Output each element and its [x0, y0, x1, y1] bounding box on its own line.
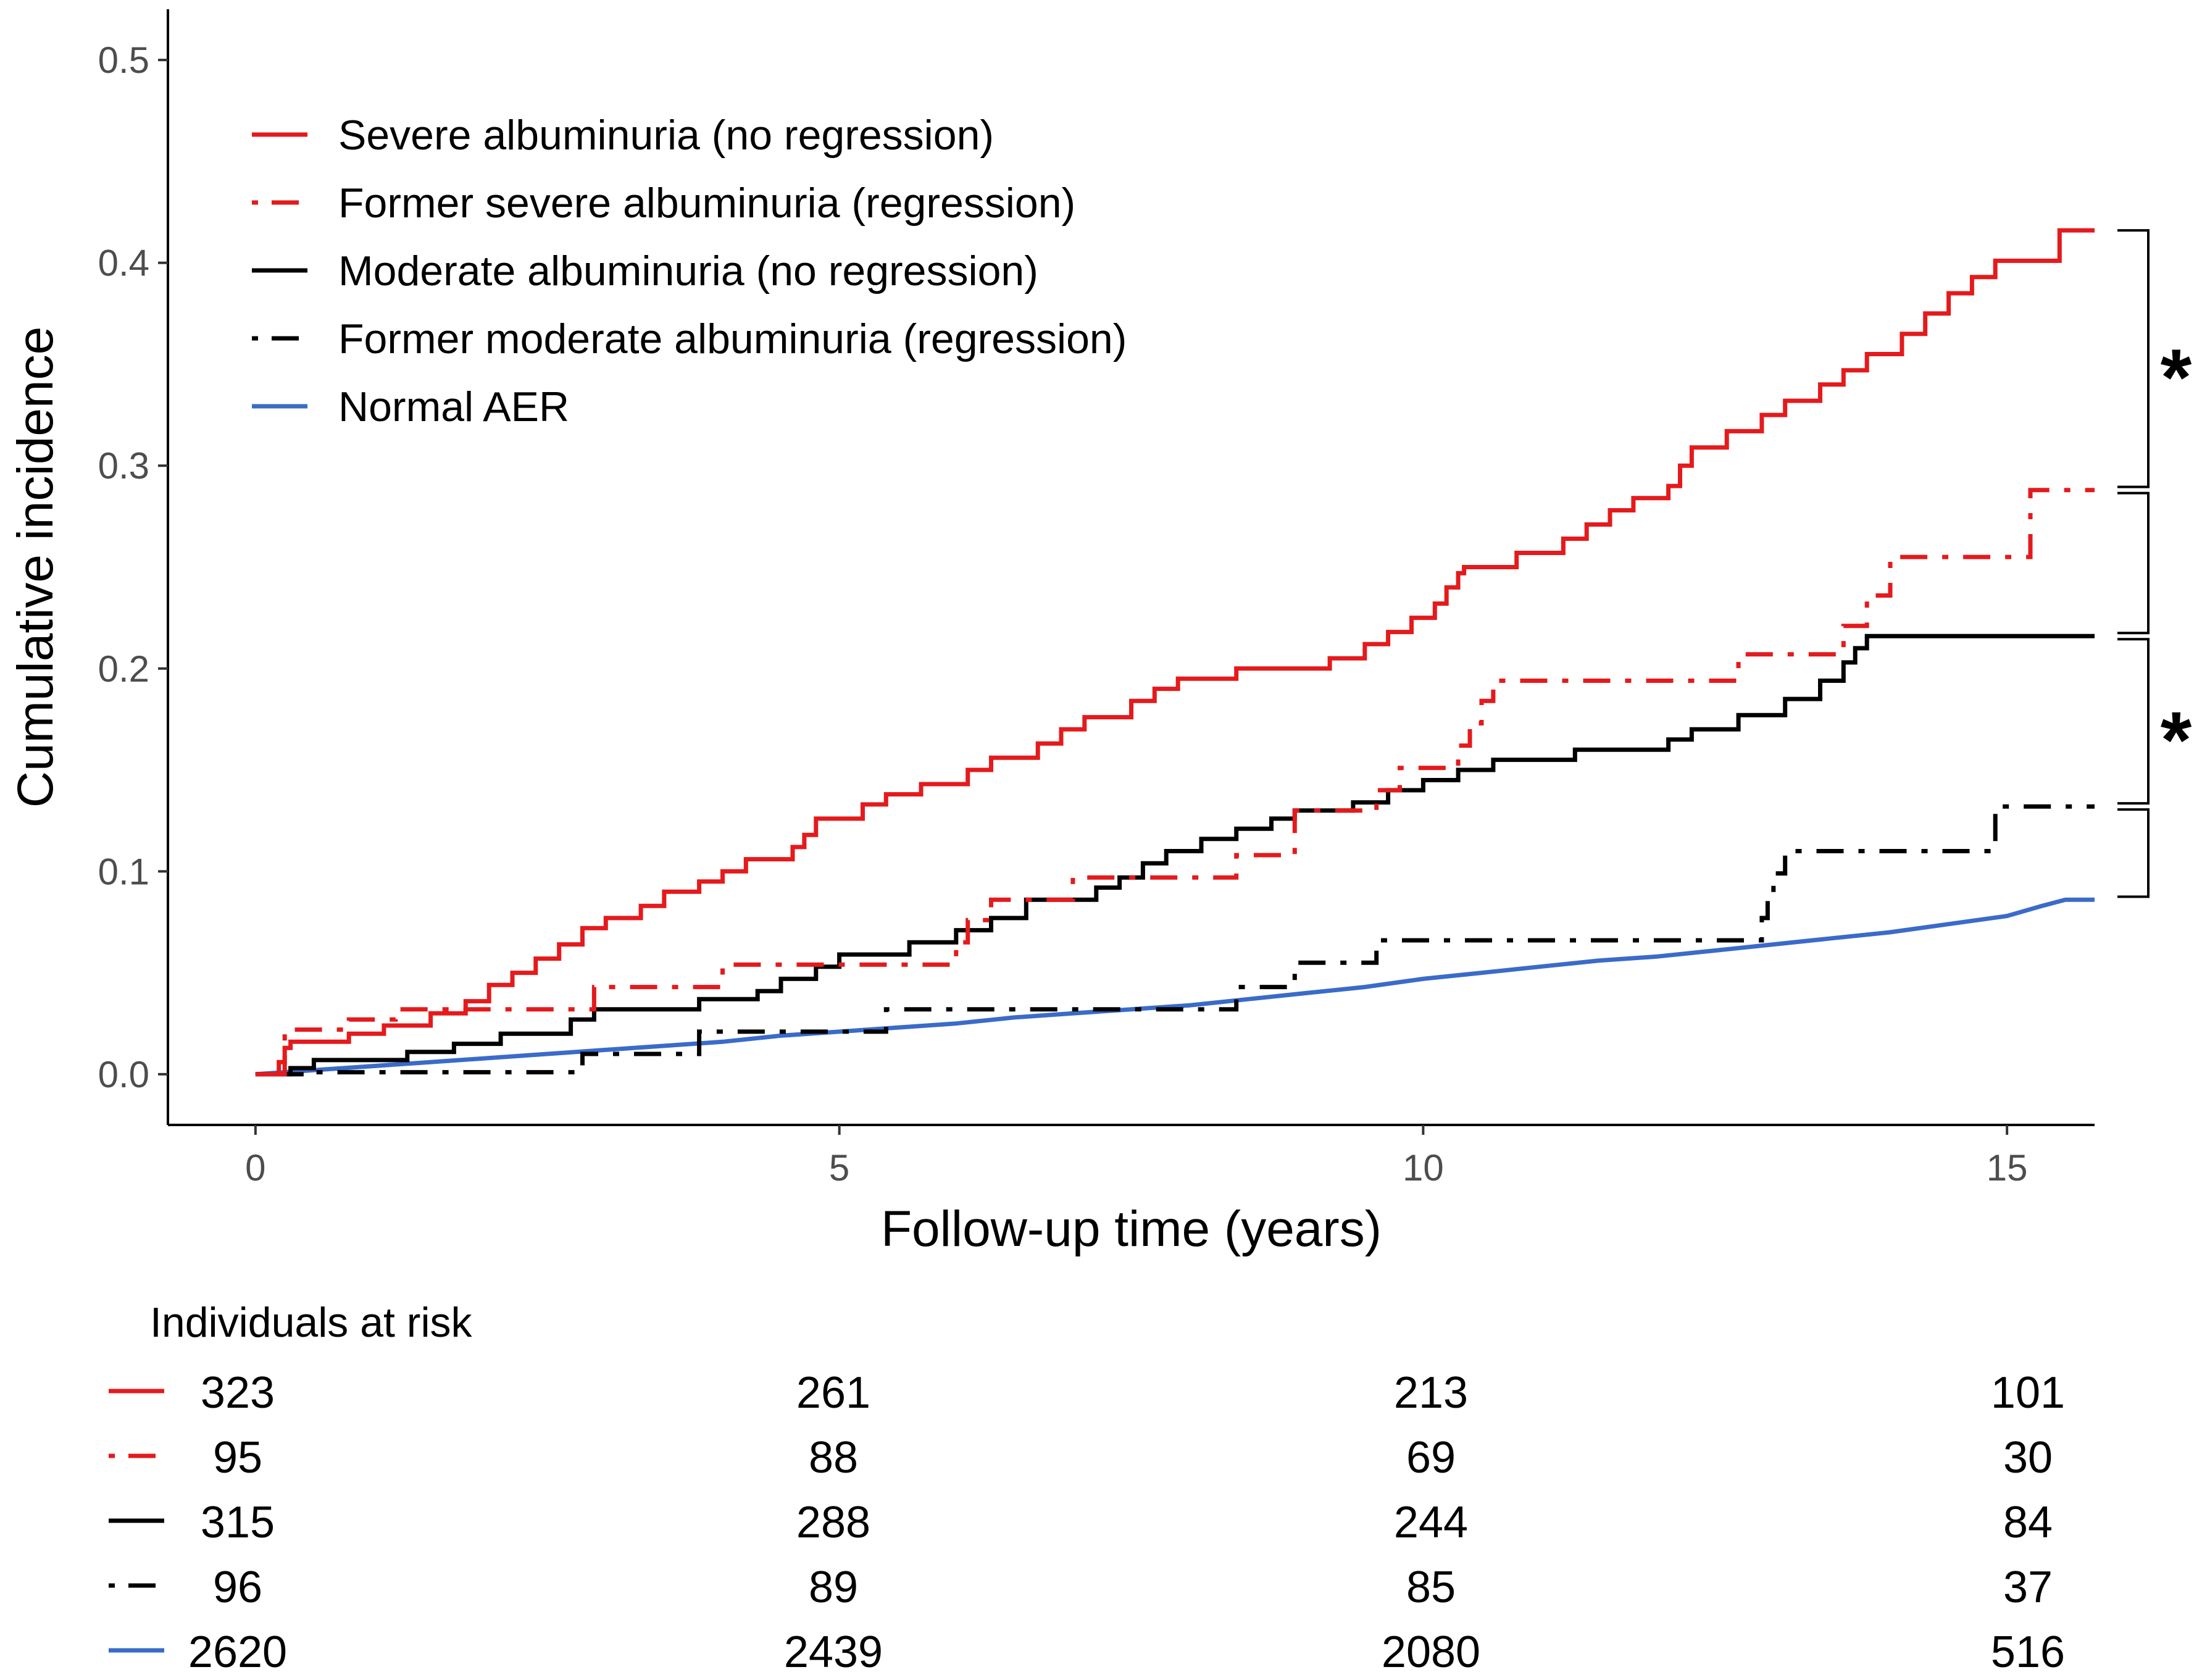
- risk-count: 69: [1406, 1433, 1456, 1482]
- series-line-0: [255, 228, 2095, 1077]
- x-tick-label: 10: [1403, 1147, 1444, 1189]
- legend: Severe albuminuria (no regression) Former…: [252, 112, 1127, 430]
- series-group: [255, 228, 2095, 1077]
- risk-count: 96: [213, 1563, 262, 1612]
- series-line-4: [255, 897, 2095, 1077]
- bracket: [2117, 491, 2150, 635]
- significance-star: *: [2161, 332, 2192, 422]
- legend-label: Former severe albuminuria (regression): [338, 180, 1075, 227]
- axes: 0.0 0.1 0.2 0.3 0.4 0.5 0 5 10 15 Follow-up time (…: [7, 9, 2095, 1257]
- significance-star: *: [2161, 695, 2192, 785]
- y-tick-label: 0.1: [98, 851, 149, 892]
- risk-count: 30: [2003, 1433, 2053, 1482]
- risk-count: 88: [809, 1433, 858, 1482]
- risk-count: 89: [809, 1563, 858, 1612]
- x-tick-label: 5: [829, 1147, 849, 1189]
- x-axis-title: Follow-up time (years): [881, 1201, 1382, 1257]
- series-line-2: [255, 633, 2095, 1077]
- risk-count: 315: [201, 1498, 275, 1547]
- risk-count: 213: [1394, 1368, 1468, 1418]
- legend-label: Moderate albuminuria (no regression): [338, 248, 1038, 295]
- series-line-1: [255, 488, 2095, 1077]
- significance-brackets: **: [2117, 229, 2192, 898]
- risk-count: 37: [2003, 1563, 2053, 1612]
- bracket: [2117, 808, 2150, 898]
- risk-table-title: Individuals at risk: [150, 1299, 473, 1346]
- bracket: [2117, 229, 2150, 488]
- y-tick-label: 0.3: [98, 445, 149, 487]
- risk-count: 516: [1991, 1628, 2065, 1677]
- y-tick-label: 0.5: [98, 40, 149, 81]
- risk-count: 95: [213, 1433, 262, 1482]
- risk-count: 261: [796, 1368, 870, 1418]
- y-tick-label: 0.0: [98, 1054, 149, 1095]
- bracket: [2117, 638, 2150, 805]
- risk-count: 288: [796, 1498, 870, 1547]
- x-tick-label: 0: [245, 1147, 265, 1189]
- risk-count: 84: [2003, 1498, 2053, 1547]
- legend-label: Severe albuminuria (no regression): [338, 112, 994, 159]
- y-tick-label: 0.4: [98, 243, 149, 284]
- risk-table: Individuals at risk 323 261 213 101 95 88 69 30 3…: [109, 1299, 2065, 1677]
- risk-count: 2439: [784, 1628, 883, 1677]
- legend-label: Normal AER: [338, 383, 569, 430]
- risk-count: 85: [1406, 1563, 1456, 1612]
- risk-count: 2080: [1382, 1628, 1480, 1677]
- x-tick-label: 15: [1987, 1147, 2028, 1189]
- risk-count: 101: [1991, 1368, 2065, 1418]
- risk-count: 323: [201, 1368, 275, 1418]
- series-line-3: [255, 804, 2095, 1077]
- y-tick-label: 0.2: [98, 648, 149, 690]
- risk-count: 244: [1394, 1498, 1468, 1547]
- legend-label: Former moderate albuminuria (regression): [338, 316, 1127, 362]
- risk-count: 2620: [188, 1628, 287, 1677]
- y-axis-title: Cumulative incidence: [7, 327, 64, 808]
